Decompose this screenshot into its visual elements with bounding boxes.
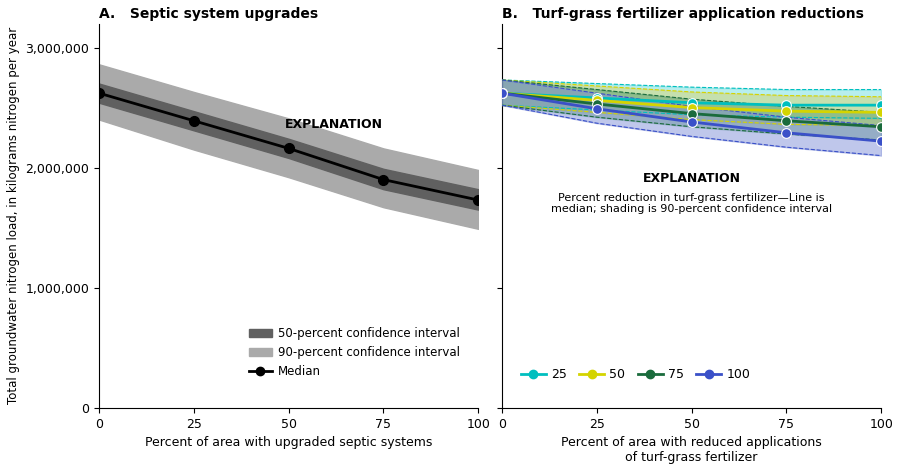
Legend: 25, 50, 75, 100: 25, 50, 75, 100 <box>516 363 755 386</box>
Text: B.   Turf-grass fertilizer application reductions: B. Turf-grass fertilizer application red… <box>502 7 864 21</box>
X-axis label: Percent of area with reduced applications
of turf-grass fertilizer: Percent of area with reduced application… <box>562 436 822 464</box>
X-axis label: Percent of area with upgraded septic systems: Percent of area with upgraded septic sys… <box>145 436 432 449</box>
Legend: 50-percent confidence interval, 90-percent confidence interval, Median: 50-percent confidence interval, 90-perce… <box>244 323 464 382</box>
Y-axis label: Total groundwater nitrogen load, in kilograms nitrogen per year: Total groundwater nitrogen load, in kilo… <box>7 27 20 404</box>
Text: A.   Septic system upgrades: A. Septic system upgrades <box>99 7 319 21</box>
Text: EXPLANATION: EXPLANATION <box>285 118 383 131</box>
Text: Percent reduction in turf-grass fertilizer—Line is
median; shading is 90-percent: Percent reduction in turf-grass fertiliz… <box>551 193 832 214</box>
Text: EXPLANATION: EXPLANATION <box>643 172 741 185</box>
